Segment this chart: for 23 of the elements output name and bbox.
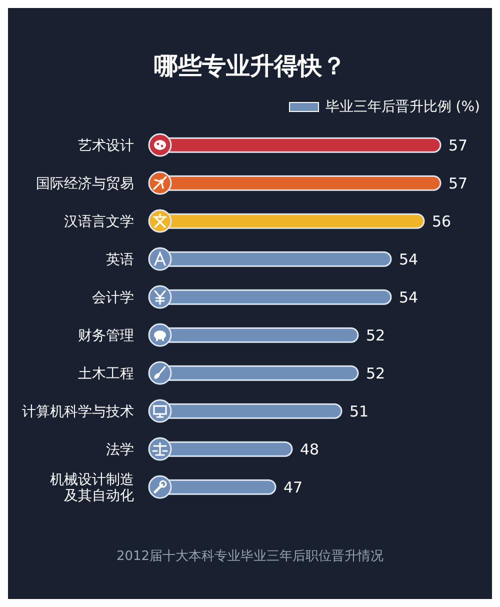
y-tick-label: 计算机科学与技术 [22,404,134,420]
chart-title: 哪些专业升得快？ [153,51,347,82]
y-tick-label: 法学 [106,442,134,458]
data-label: 54 [399,250,418,268]
data-label: 52 [366,326,386,344]
y-tick-label: 国际经济与贸易 [36,176,134,192]
y-tick-label: 财务管理 [78,328,134,344]
data-label: 52 [366,364,386,382]
data-label: 51 [350,402,369,420]
y-tick-label: 机械设计制造及其自动化 [50,472,134,504]
data-label: 54 [399,288,418,306]
text: 2012届十大本科专业毕业三年后职位晋升情况 [115,548,385,565]
data-label: 56 [432,212,452,230]
data-label: 48 [300,440,320,458]
legend-label: 毕业三年后晋升比例 (%) [325,98,480,116]
y-tick-label: 艺术设计 [78,138,134,154]
data-label: 47 [284,478,303,496]
y-tick-label: 土木工程 [78,366,134,382]
data-label: 57 [448,174,468,192]
y-tick-label: 会计学 [92,290,134,306]
y-tick-label: 汉语言文学 [64,214,134,230]
data-label: 57 [448,136,468,154]
y-tick-label: 英语 [106,252,134,268]
